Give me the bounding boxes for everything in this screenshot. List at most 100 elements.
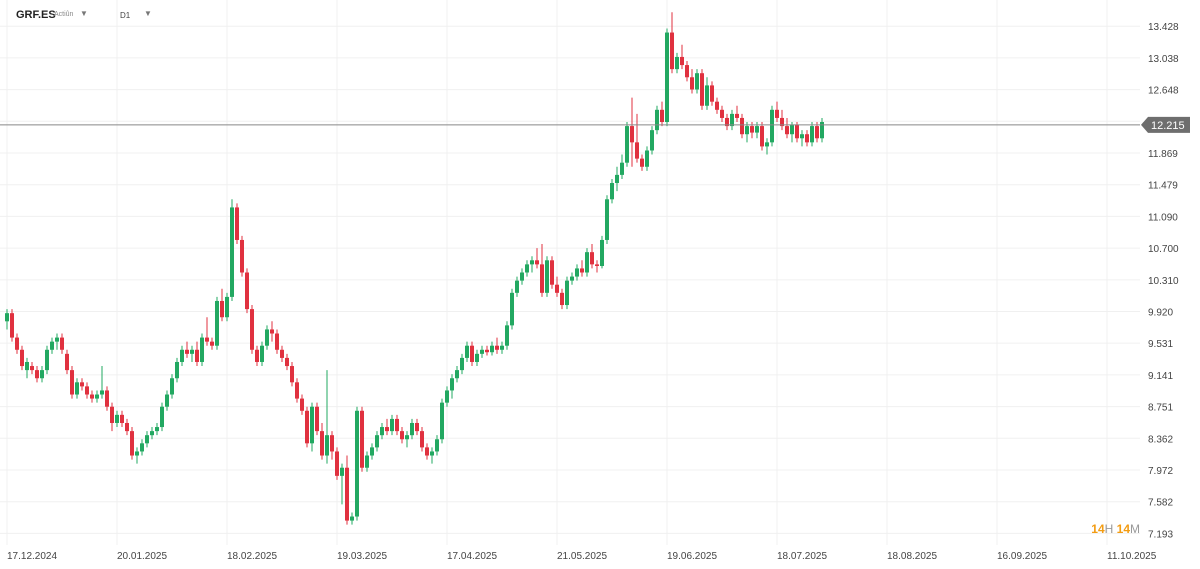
candle-body [310, 406, 314, 444]
candle-body [790, 124, 794, 135]
price-axis: 13.42813.03812.64812.25911.86911.47911.0… [1148, 22, 1179, 540]
candle-body [550, 260, 554, 285]
candle [480, 345, 484, 358]
candle-body [430, 451, 434, 456]
date-tick-label: 11.10.2025 [1107, 551, 1157, 562]
candle [195, 341, 199, 367]
candle-body [270, 329, 274, 334]
candle [730, 109, 734, 131]
candle [740, 113, 744, 139]
candle [345, 455, 349, 525]
candle-body [805, 134, 809, 143]
candle [390, 414, 394, 436]
candle-body [235, 207, 239, 240]
candle [125, 418, 129, 436]
candle-body [425, 447, 429, 456]
candle-body [315, 406, 319, 432]
candle-body [350, 516, 354, 521]
candle-body [420, 431, 424, 448]
candle-body [645, 150, 649, 167]
price-tick-label: 7.972 [1148, 466, 1173, 477]
candle-body [285, 357, 289, 367]
price-tick-label: 9.531 [1148, 339, 1173, 350]
candle [265, 325, 269, 350]
candle [325, 370, 329, 464]
symbol-dropdown-icon[interactable]: ▼ [80, 9, 88, 18]
candle [65, 349, 69, 375]
candle-body [530, 260, 534, 265]
candle [135, 447, 139, 464]
candle [220, 288, 224, 322]
candle-body [455, 370, 459, 379]
candle [5, 309, 9, 330]
candle [680, 44, 684, 70]
candle [505, 321, 509, 350]
candle [15, 333, 19, 354]
candle [35, 366, 39, 383]
date-axis: 17.12.2024 20.01.2025 18.02.2025 19.03.2025… [7, 551, 1157, 562]
candle [660, 101, 664, 127]
date-tick-label: 18.02.2025 [227, 551, 277, 562]
candle [305, 406, 309, 448]
candle-body [220, 300, 224, 318]
candle [205, 317, 209, 346]
candle-body [105, 390, 109, 407]
timeframe-dropdown-icon[interactable]: ▼ [144, 9, 152, 18]
candle-body [520, 272, 524, 281]
candle-body [305, 410, 309, 444]
candle-body [780, 117, 784, 127]
candle [110, 402, 114, 432]
candle-body [160, 406, 164, 428]
candle [700, 69, 704, 110]
candle [330, 431, 334, 460]
candle-body [20, 349, 24, 367]
date-tick-label: 21.05.2025 [557, 551, 607, 562]
candle [105, 386, 109, 411]
candle [490, 341, 494, 356]
candle-body [635, 142, 639, 159]
candle-body [335, 451, 339, 476]
candle [50, 337, 54, 354]
candle [270, 321, 274, 342]
candle [475, 349, 479, 367]
countdown-minutes-unit: M [1130, 522, 1140, 536]
candle-body [155, 427, 159, 432]
candle-body [675, 56, 679, 70]
candle [800, 130, 804, 147]
candle-body [200, 337, 204, 362]
candle [225, 292, 229, 322]
price-tick-label: 7.582 [1148, 498, 1173, 509]
candle-body [245, 272, 249, 310]
candle-body [540, 264, 544, 293]
candle [555, 276, 559, 297]
candle-body [695, 73, 699, 90]
candle [155, 422, 159, 436]
candle-body [140, 443, 144, 452]
candle-body [275, 333, 279, 350]
candle-body [800, 134, 804, 139]
candle-body [575, 268, 579, 277]
countdown-hours: 14 [1091, 522, 1105, 536]
candle [645, 146, 649, 171]
symbol-name[interactable]: GRF.ES [16, 9, 56, 21]
timeframe-selector[interactable]: D1 [120, 11, 131, 20]
candle [760, 122, 764, 151]
candle [630, 97, 634, 167]
candle-body [195, 349, 199, 362]
candle [290, 361, 294, 387]
candle-body [240, 239, 244, 273]
candle-body [620, 162, 624, 175]
candle [185, 341, 189, 358]
candle-body [190, 349, 194, 354]
candle-body [665, 32, 669, 123]
candle-body [260, 345, 264, 362]
candle [600, 235, 604, 269]
candle-body [605, 199, 609, 240]
candle-body [785, 126, 789, 135]
candle-body [570, 276, 574, 281]
price-tick-label: 9.920 [1148, 308, 1173, 319]
candle-body [230, 207, 234, 297]
candle-body [180, 349, 184, 362]
candle [685, 61, 689, 82]
candle [710, 81, 714, 106]
